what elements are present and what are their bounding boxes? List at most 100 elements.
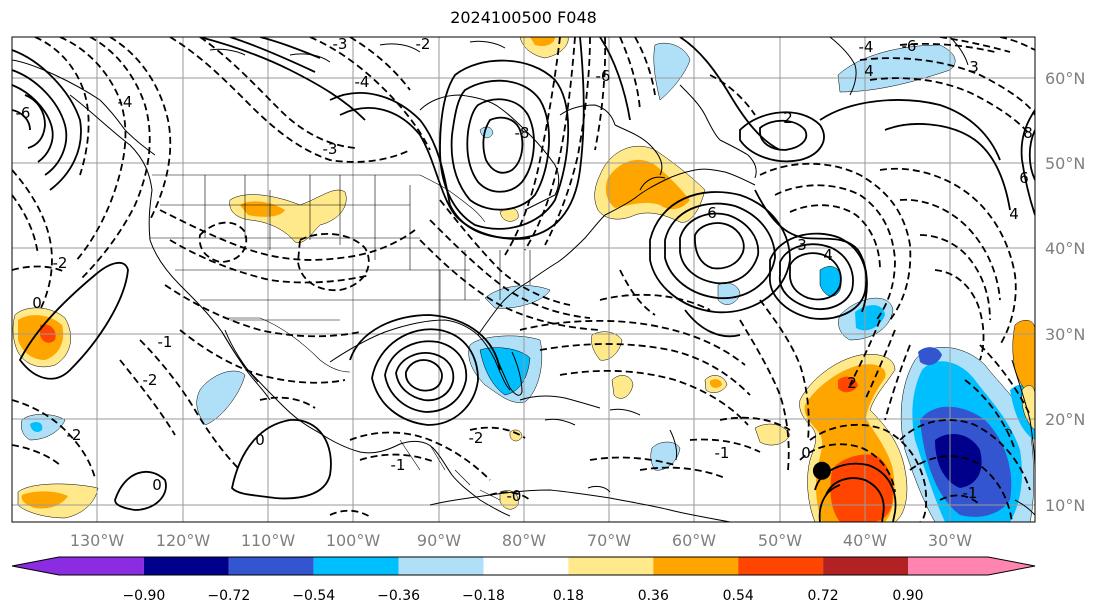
contour-label: -0 xyxy=(507,487,522,505)
negative-anomaly-se-us xyxy=(484,285,551,309)
contour-label: 6 xyxy=(707,204,717,222)
contour-label: 4 xyxy=(864,62,874,80)
colorbar-tick-label: −0.54 xyxy=(292,588,335,604)
contour-label: 0 xyxy=(801,444,811,462)
contour-label: -1 xyxy=(158,333,173,351)
colorbar-segment xyxy=(228,557,314,575)
contour-label: 8 xyxy=(1023,124,1033,142)
colorbar: −0.90 −0.72 −0.54 −0.36 −0.18 0.18 0.36 … xyxy=(11,556,1036,604)
negative-anomaly-mexico xyxy=(196,370,246,426)
positive-anomaly-pacific-south-core xyxy=(21,491,68,509)
colorbar-segment xyxy=(653,557,739,575)
colorbar-segment xyxy=(483,557,569,575)
longitude-labels: 130°W 120°W 110°W 100°W 90°W 80°W 70°W 6… xyxy=(70,531,972,550)
colorbar-tick-label: 0.18 xyxy=(553,588,584,604)
negative-anomaly-hudson xyxy=(653,42,691,101)
colorbar-segment xyxy=(738,557,824,575)
lon-label: 120°W xyxy=(156,531,211,550)
contour-label: 0 xyxy=(255,431,265,449)
contour-label: 0 xyxy=(32,294,42,312)
colorbar-tick-label: −0.18 xyxy=(462,588,505,604)
solid-contours xyxy=(12,37,1035,522)
lat-label: 60°N xyxy=(1045,69,1085,88)
negative-anomaly-low-ring xyxy=(819,266,842,297)
lon-label: 110°W xyxy=(241,531,296,550)
colorbar-tick-label: 0.72 xyxy=(808,588,839,604)
colorbar-tick-label: −0.72 xyxy=(207,588,250,604)
lat-label: 50°N xyxy=(1045,154,1085,173)
colorbar-outline xyxy=(11,556,1036,576)
colorbar-tick-label: 0.54 xyxy=(723,588,754,604)
negative-anomaly-florida-core xyxy=(479,347,531,396)
contour-label: -1 xyxy=(963,484,978,502)
contour-label: -3 xyxy=(333,35,348,53)
contour-label: -4 xyxy=(355,73,370,91)
contour-label: 6 xyxy=(1019,169,1029,187)
contour-label: 0 xyxy=(152,476,162,494)
contour-label: -6 xyxy=(902,37,917,55)
negative-anomaly-pacific-core xyxy=(30,422,43,432)
lat-label: 30°N xyxy=(1045,325,1085,344)
positive-anomaly-atlantic-small-2-core xyxy=(710,379,722,388)
contour-label: 4 xyxy=(823,246,833,264)
lon-label: 40°W xyxy=(843,531,887,550)
contour-label: -6 xyxy=(16,104,31,122)
contour-label: -4 xyxy=(118,93,133,111)
contour-label: -8 xyxy=(515,124,530,142)
lat-label: 10°N xyxy=(1045,496,1085,515)
colorbar-segment xyxy=(313,557,399,575)
contour-label: -2 xyxy=(416,35,431,53)
contour-label: -2 xyxy=(67,426,82,444)
contour-label: -4 xyxy=(859,38,874,56)
contour-label: -6 xyxy=(596,67,611,85)
lon-label: 60°W xyxy=(672,531,716,550)
contour-label: -3 xyxy=(323,140,338,158)
colorbar-segment xyxy=(823,557,908,575)
contour-label: 3 xyxy=(797,236,807,254)
contour-label: 2 xyxy=(783,109,793,127)
colorbar-segment xyxy=(59,557,144,575)
dashed-contours xyxy=(12,37,1035,522)
negative-anomaly-north xyxy=(837,44,956,93)
map-content: -3 -4 -6 -8 -2 -3 3 4 -1 -2 0 -1 -2 -4 -… xyxy=(12,35,1035,522)
lon-label: 130°W xyxy=(70,531,125,550)
colorbar-tick-label: 0.36 xyxy=(638,588,669,604)
positive-anomaly-pacific-west-core xyxy=(18,315,64,360)
lon-label: 70°W xyxy=(587,531,631,550)
negative-anomaly-east-atlantic-4 xyxy=(935,434,982,488)
lon-label: 30°W xyxy=(928,531,972,550)
negative-anomaly-atlantic-small xyxy=(650,441,681,471)
positive-anomaly-quebec-core xyxy=(605,159,690,210)
lon-label: 100°W xyxy=(326,531,381,550)
latitude-labels: 60°N 50°N 40°N 30°N 20°N 10°N xyxy=(1045,69,1085,515)
positive-anomaly-atlantic-small xyxy=(611,375,634,399)
contour-label: 3 xyxy=(969,58,979,76)
map-title: 2024100500 F048 xyxy=(450,8,597,27)
contour-labels: -3 -4 -6 -8 -2 -3 3 4 -1 -2 0 -1 -2 -4 -… xyxy=(16,35,1033,505)
map-border xyxy=(11,36,1036,523)
colorbar-min-extension xyxy=(12,557,59,575)
contour-label: -2 xyxy=(469,429,484,447)
lat-label: 20°N xyxy=(1045,410,1085,429)
colorbar-segment xyxy=(908,557,988,575)
contour-label: -2 xyxy=(53,254,68,272)
contour-label: -1 xyxy=(391,456,406,474)
colorbar-segment xyxy=(143,557,229,575)
colorbar-tick-label: 0.90 xyxy=(892,588,923,604)
colorbar-segment xyxy=(398,557,484,575)
contour-label: 2 xyxy=(847,374,857,392)
colorbar-max-extension xyxy=(988,557,1035,575)
colorbar-segment xyxy=(568,557,654,575)
lon-label: 80°W xyxy=(502,531,546,550)
positive-anomaly-trop-atlantic xyxy=(754,423,791,446)
lat-label: 40°N xyxy=(1045,239,1085,258)
colorbar-tick-label: −0.90 xyxy=(122,588,165,604)
lon-label: 90°W xyxy=(417,531,461,550)
graticule xyxy=(12,37,1035,522)
positive-anomaly-bahamas xyxy=(591,331,623,361)
storm-center-marker xyxy=(812,461,831,480)
contour-label: -1 xyxy=(715,444,730,462)
negative-anomaly-east-atlantic-north xyxy=(918,347,942,366)
contour-label: -2 xyxy=(143,371,158,389)
